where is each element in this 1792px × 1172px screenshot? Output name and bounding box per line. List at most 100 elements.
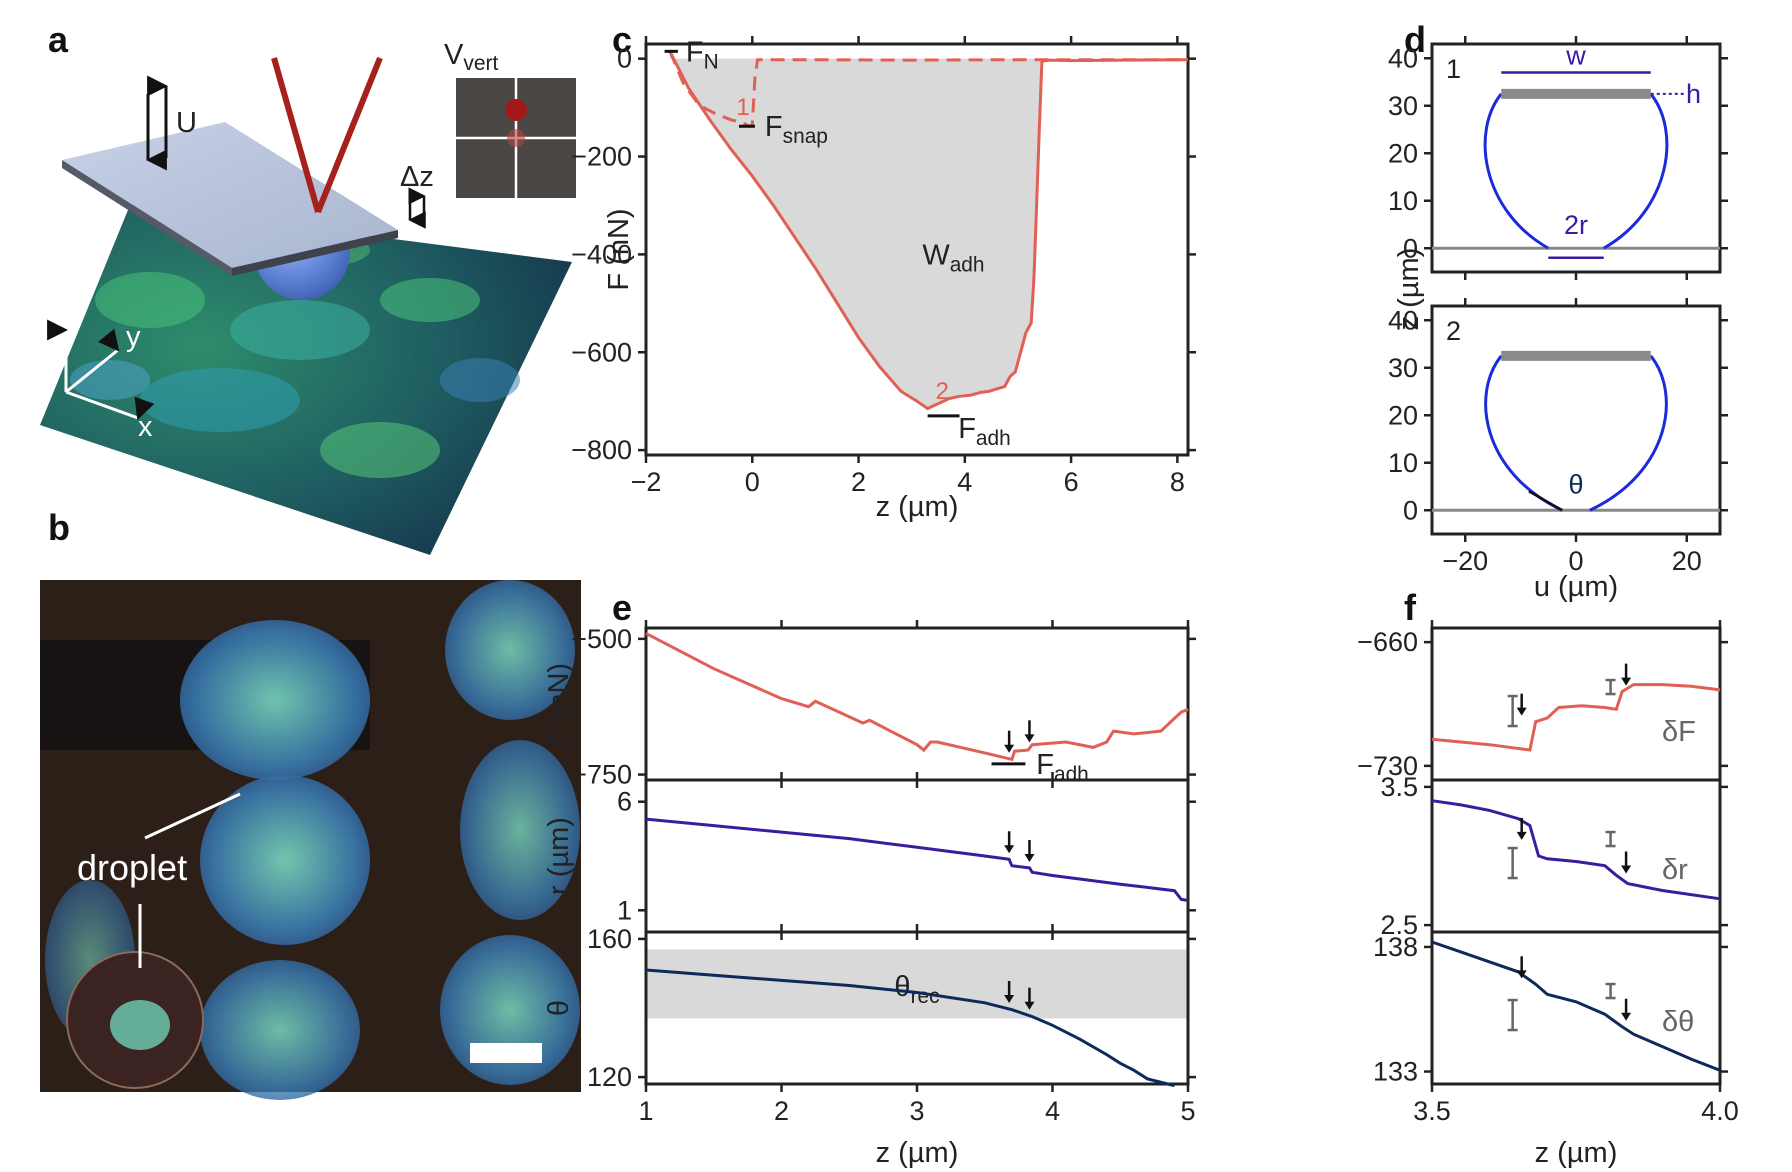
chart-f-xtick-label: 3.5	[1413, 1096, 1451, 1126]
chart-c: −2 0 2 4 6 8 0 −200 −400 −600 −800 z (µm) F (nN) FN Fs…	[571, 36, 1196, 523]
chart-c-ytick-label: −400	[571, 239, 632, 269]
w-label: w	[1565, 41, 1586, 71]
panel-label-c: c	[612, 19, 632, 60]
chart-f-xtick-label: 4.0	[1701, 1096, 1739, 1126]
chart-f-ytick-label: 3.5	[1380, 772, 1418, 802]
chart-c-ylabel: F (nN)	[603, 208, 635, 290]
panel-b-micrograph: droplet	[40, 580, 581, 1100]
chart-e-event-arrow-head	[1024, 1001, 1035, 1010]
chart-e-event-arrow-head	[1004, 995, 1015, 1004]
dz-label: Δz	[400, 161, 434, 193]
plate-bar	[1501, 350, 1651, 361]
panel-a-schematic: U Δz Vvert z y x	[40, 39, 576, 555]
chart-d-ylabel: z (µm)	[1393, 248, 1425, 331]
fadh-label: Fadh	[958, 413, 1011, 450]
chart-f-delta-label: δθ	[1662, 1006, 1694, 1038]
panel-label-e: e	[612, 587, 632, 628]
chart-e-xtick-label: 5	[1180, 1096, 1195, 1126]
chart-c-ytick-label: 0	[617, 44, 632, 74]
chart-e-xtick-label: 3	[909, 1096, 924, 1126]
point-2-label: 2	[936, 378, 949, 405]
subplot-label: 2	[1446, 316, 1461, 346]
chart-c-xtick-label: −2	[631, 467, 662, 497]
chart-e-ytick-label: −750	[571, 760, 632, 790]
chart-e-xtick-label: 4	[1045, 1096, 1060, 1126]
panel-label-d: d	[1404, 19, 1426, 60]
chart-e-xtick-label: 2	[774, 1096, 789, 1126]
chart-d-ytick-label: 20	[1388, 400, 1418, 430]
chart-f-frame-0	[1430, 626, 1722, 782]
svg-text:Vvert: Vvert	[444, 39, 499, 75]
chart-e-frame-1	[644, 778, 1190, 934]
plate-bar	[1501, 88, 1651, 99]
photodiode-quadrant: Vvert	[444, 39, 576, 198]
chart-d: 0 10 20 30 40 1 w h 2r −20 0 20 0 10 20 30 40 2 θ u (µm) z (…	[1388, 36, 1728, 603]
droplet-outline-left	[1484, 354, 1563, 512]
chart-d-ytick-label: 10	[1388, 186, 1418, 216]
chart-f-event-arrow-head	[1621, 1012, 1632, 1021]
chart-e-ylabel-0: F (nN)	[543, 663, 575, 745]
chart-d-xtick-label: −20	[1442, 546, 1488, 576]
h-label: h	[1686, 79, 1701, 109]
chart-e-ytick-label: −500	[571, 624, 632, 654]
parallel-plate-edge	[62, 160, 232, 276]
chart-d-xtick-label: 20	[1672, 546, 1702, 576]
chart-d-ytick-label: 0	[1403, 233, 1418, 263]
chart-f-delta-label: δr	[1662, 854, 1688, 886]
chart-c-xlabel: z (µm)	[876, 491, 959, 523]
chart-d-xlabel: u (µm)	[1534, 571, 1618, 603]
chart-e-event-arrow-head	[1024, 853, 1035, 862]
r-label: 2r	[1564, 210, 1588, 240]
chart-f-frame-2	[1430, 930, 1722, 1086]
chart-e-event-arrow-head	[1024, 734, 1035, 743]
u-label: U	[176, 107, 197, 139]
scale-bar	[470, 1043, 542, 1063]
chart-e-event-arrow-head	[1004, 845, 1015, 854]
chart-e-event-arrow-head	[1004, 744, 1015, 753]
chart-f: −660 −730 δF 3.5 2.5 δr 3.5 4.0 138 133 δθ z (µm)	[1357, 620, 1739, 1169]
droplet-outline-left	[1483, 92, 1550, 250]
chart-d-xtick-label: 0	[1568, 546, 1583, 576]
chart-d-ytick-label: 30	[1388, 91, 1418, 121]
chart-d-ytick-label: 0	[1403, 495, 1418, 525]
chart-e-ytick-label: 160	[587, 924, 632, 954]
chart-f-ytick-label: 133	[1373, 1057, 1418, 1087]
chart-c-xtick-label: 2	[851, 467, 866, 497]
panel-label-f: f	[1404, 587, 1417, 628]
droplet-outline-right	[1602, 92, 1669, 250]
chart-f-delta-label: δF	[1662, 716, 1696, 748]
tissue-texture	[70, 232, 520, 478]
chart-d-ytick-label: 40	[1388, 43, 1418, 73]
chart-c-ytick-label: −200	[571, 142, 632, 172]
chart-c-xtick-label: 0	[745, 467, 760, 497]
chart-c-ytick-label: −800	[571, 435, 632, 465]
fsnap-label: Fsnap	[765, 111, 828, 148]
retract-curve	[668, 50, 1189, 411]
fn-label: FN	[686, 36, 719, 73]
adhesion-work-area	[669, 51, 1042, 409]
chart-e-xtick-label: 1	[638, 1096, 653, 1126]
chart-c-xtick-label: 4	[957, 467, 972, 497]
chart-f-event-arrow-head	[1621, 677, 1632, 686]
panel-label-b: b	[48, 507, 70, 548]
triad-z: z	[56, 285, 71, 317]
chart-e-ylabel-1: r (µm)	[543, 817, 575, 895]
chart-e-series-1	[645, 817, 1189, 902]
chart-f-ytick-label: −730	[1357, 751, 1418, 781]
point-1-label: 1	[736, 94, 749, 121]
chart-f-ytick-label: −660	[1357, 627, 1418, 657]
subplot-label: 1	[1446, 54, 1461, 84]
laser-beam-right	[315, 56, 383, 214]
laser-beam-left	[271, 57, 321, 213]
chart-f-event-arrow-head	[1516, 970, 1527, 979]
chart-d-ytick-label: 10	[1388, 448, 1418, 478]
chart-e-ylabel-2: θ	[543, 1000, 575, 1016]
chart-c-ytick-label: −600	[571, 337, 632, 367]
droplet-label: droplet	[77, 847, 187, 888]
droplet-outline-right	[1589, 354, 1668, 512]
chart-e-ytick-label: 1	[617, 895, 632, 925]
chart-f-series-2	[1431, 940, 1721, 1072]
chart-e-series-2	[645, 968, 1175, 1088]
chart-f-series-1	[1431, 799, 1721, 901]
